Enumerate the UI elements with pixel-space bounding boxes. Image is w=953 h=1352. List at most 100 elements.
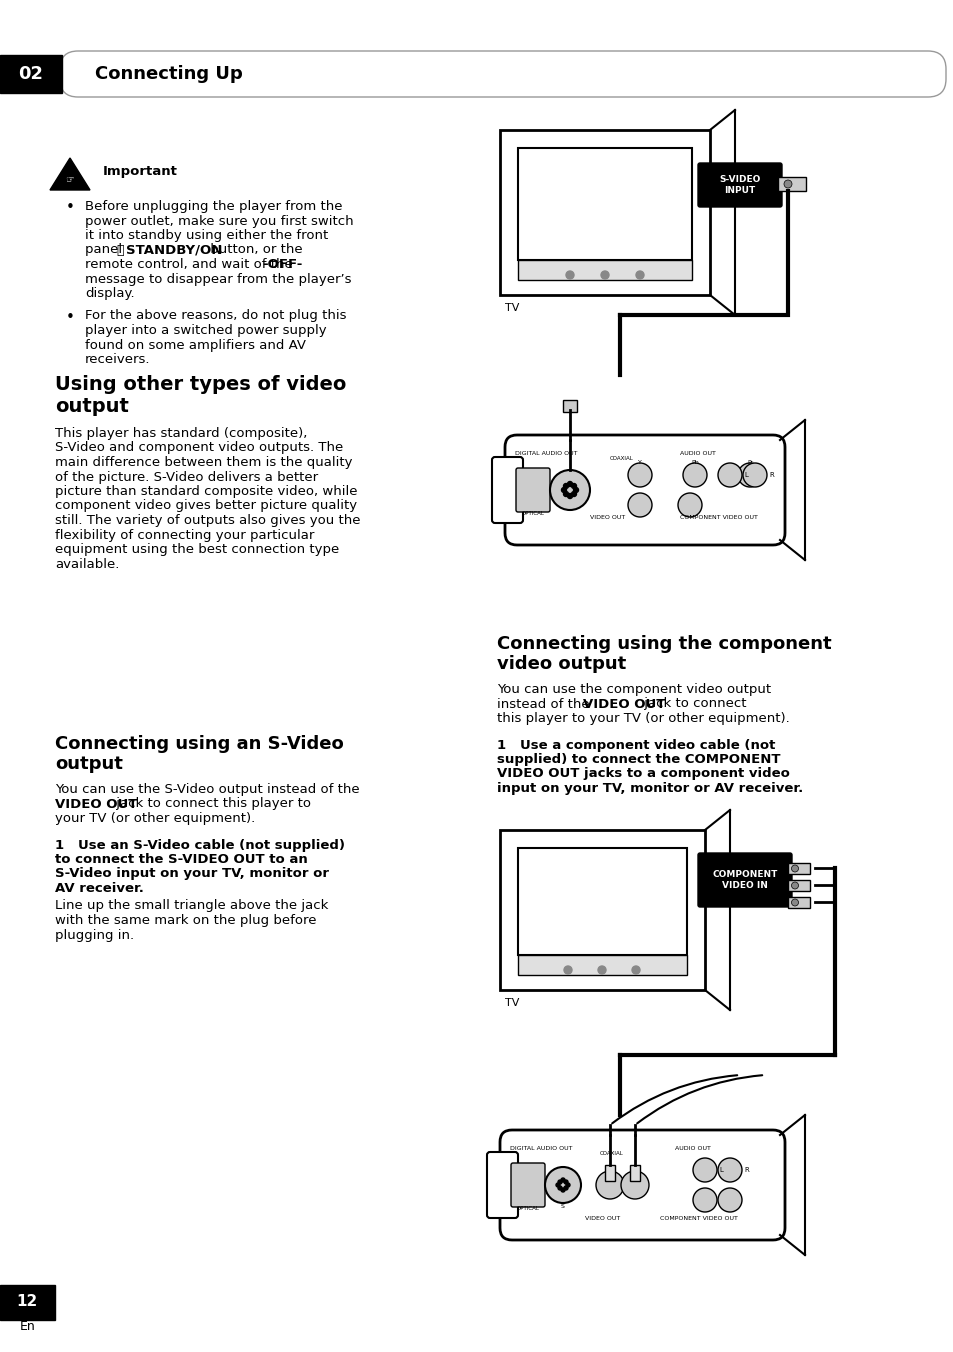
Text: •: • bbox=[66, 310, 74, 324]
Circle shape bbox=[692, 1159, 717, 1182]
FancyBboxPatch shape bbox=[60, 51, 945, 97]
Text: COMPONENT VIDEO OUT: COMPONENT VIDEO OUT bbox=[659, 1215, 737, 1221]
FancyBboxPatch shape bbox=[504, 435, 784, 545]
Circle shape bbox=[571, 484, 576, 488]
Text: 1   Use an S-Video cable (not supplied): 1 Use an S-Video cable (not supplied) bbox=[55, 838, 345, 852]
Text: •: • bbox=[66, 200, 74, 215]
Text: Connecting using the component: Connecting using the component bbox=[497, 635, 831, 653]
Text: video output: video output bbox=[497, 654, 625, 673]
Text: Connecting Up: Connecting Up bbox=[95, 65, 242, 82]
Text: For the above reasons, do not plug this: For the above reasons, do not plug this bbox=[85, 310, 346, 323]
Circle shape bbox=[567, 493, 572, 499]
Text: S-Video input on your TV, monitor or: S-Video input on your TV, monitor or bbox=[55, 868, 329, 880]
Text: jack to connect this player to: jack to connect this player to bbox=[112, 798, 311, 810]
Text: 12: 12 bbox=[16, 1294, 37, 1310]
Circle shape bbox=[571, 492, 576, 496]
FancyBboxPatch shape bbox=[516, 468, 550, 512]
Text: flexibility of connecting your particular: flexibility of connecting your particula… bbox=[55, 529, 314, 542]
Text: COAXIAL: COAXIAL bbox=[599, 1151, 623, 1156]
Text: your TV (or other equipment).: your TV (or other equipment). bbox=[55, 813, 255, 825]
Text: This player has standard (composite),: This player has standard (composite), bbox=[55, 427, 307, 439]
Text: panel: panel bbox=[85, 243, 126, 257]
Text: player into a switched power supply: player into a switched power supply bbox=[85, 324, 326, 337]
Text: power outlet, make sure you first switch: power outlet, make sure you first switch bbox=[85, 215, 354, 227]
Text: R: R bbox=[743, 1167, 748, 1174]
Text: equipment using the best connection type: equipment using the best connection type bbox=[55, 544, 339, 556]
Circle shape bbox=[563, 484, 568, 488]
Text: R: R bbox=[768, 472, 773, 479]
Text: S-Video and component video outputs. The: S-Video and component video outputs. The bbox=[55, 442, 343, 454]
Text: instead of the: instead of the bbox=[497, 698, 594, 711]
Text: output: output bbox=[55, 754, 123, 773]
Text: Line up the small triangle above the jack: Line up the small triangle above the jac… bbox=[55, 899, 328, 913]
Text: message to disappear from the player’s: message to disappear from the player’s bbox=[85, 273, 351, 285]
Text: TV: TV bbox=[504, 303, 518, 314]
Circle shape bbox=[563, 492, 568, 496]
FancyBboxPatch shape bbox=[492, 457, 522, 523]
Text: main difference between them is the quality: main difference between them is the qual… bbox=[55, 456, 352, 469]
Text: DIGITAL AUDIO OUT: DIGITAL AUDIO OUT bbox=[510, 1146, 572, 1151]
Circle shape bbox=[544, 1167, 580, 1203]
Text: VIDEO OUT jacks to a component video: VIDEO OUT jacks to a component video bbox=[497, 768, 789, 780]
Circle shape bbox=[692, 1188, 717, 1211]
Text: this player to your TV (or other equipment).: this player to your TV (or other equipme… bbox=[497, 713, 789, 725]
Text: ⏻: ⏻ bbox=[116, 243, 123, 257]
Circle shape bbox=[620, 1171, 648, 1199]
Text: VIDEO OUT: VIDEO OUT bbox=[582, 698, 664, 711]
Text: COAXIAL: COAXIAL bbox=[609, 456, 633, 461]
Text: L: L bbox=[719, 1167, 722, 1174]
Text: remote control, and wait of the: remote control, and wait of the bbox=[85, 258, 296, 270]
Text: S: S bbox=[560, 1205, 564, 1209]
Bar bbox=[778, 177, 805, 191]
Text: with the same mark on the plug before: with the same mark on the plug before bbox=[55, 914, 316, 927]
Text: OPTICAL: OPTICAL bbox=[516, 1206, 538, 1211]
Circle shape bbox=[742, 462, 766, 487]
Circle shape bbox=[563, 1180, 567, 1184]
Circle shape bbox=[600, 270, 608, 279]
Circle shape bbox=[560, 1178, 564, 1182]
Bar bbox=[787, 896, 809, 909]
FancyBboxPatch shape bbox=[486, 1152, 517, 1218]
FancyBboxPatch shape bbox=[511, 1163, 544, 1207]
Text: jack to connect: jack to connect bbox=[639, 698, 745, 711]
Text: of the picture. S-Video delivers a better: of the picture. S-Video delivers a bette… bbox=[55, 470, 317, 484]
Text: S-VIDEO
INPUT: S-VIDEO INPUT bbox=[719, 174, 760, 195]
Text: output: output bbox=[55, 397, 129, 416]
Circle shape bbox=[573, 488, 578, 492]
Circle shape bbox=[563, 1186, 567, 1190]
Text: Before unplugging the player from the: Before unplugging the player from the bbox=[85, 200, 342, 214]
Text: to connect the S-VIDEO OUT to an: to connect the S-VIDEO OUT to an bbox=[55, 853, 308, 867]
Circle shape bbox=[791, 882, 798, 890]
FancyBboxPatch shape bbox=[499, 1130, 784, 1240]
Circle shape bbox=[556, 1183, 559, 1187]
Circle shape bbox=[561, 488, 566, 492]
Bar bbox=[0, 55, 62, 93]
Text: You can use the S-Video output instead of the: You can use the S-Video output instead o… bbox=[55, 783, 359, 796]
Bar bbox=[517, 848, 686, 955]
Circle shape bbox=[567, 481, 572, 487]
Bar bbox=[499, 130, 709, 295]
Text: input on your TV, monitor or AV receiver.: input on your TV, monitor or AV receiver… bbox=[497, 781, 802, 795]
Text: receivers.: receivers. bbox=[85, 353, 151, 366]
Circle shape bbox=[563, 965, 572, 973]
FancyBboxPatch shape bbox=[698, 853, 791, 907]
Circle shape bbox=[550, 470, 589, 510]
Text: Using other types of video: Using other types of video bbox=[55, 375, 346, 393]
Circle shape bbox=[627, 493, 651, 516]
Text: En: En bbox=[20, 1320, 35, 1333]
Circle shape bbox=[718, 1159, 741, 1182]
Bar bbox=[787, 863, 809, 873]
Text: display.: display. bbox=[85, 287, 134, 300]
Circle shape bbox=[636, 270, 643, 279]
Text: ☞: ☞ bbox=[66, 174, 74, 185]
Bar bbox=[0, 1284, 55, 1320]
Bar bbox=[787, 880, 809, 891]
Text: L: L bbox=[743, 472, 747, 479]
Circle shape bbox=[791, 865, 798, 872]
Text: Pr: Pr bbox=[746, 460, 752, 465]
Text: AV receiver.: AV receiver. bbox=[55, 882, 144, 895]
Text: available.: available. bbox=[55, 557, 119, 571]
Text: plugging in.: plugging in. bbox=[55, 929, 134, 941]
Circle shape bbox=[631, 965, 639, 973]
Text: DIGITAL AUDIO OUT: DIGITAL AUDIO OUT bbox=[515, 452, 577, 456]
